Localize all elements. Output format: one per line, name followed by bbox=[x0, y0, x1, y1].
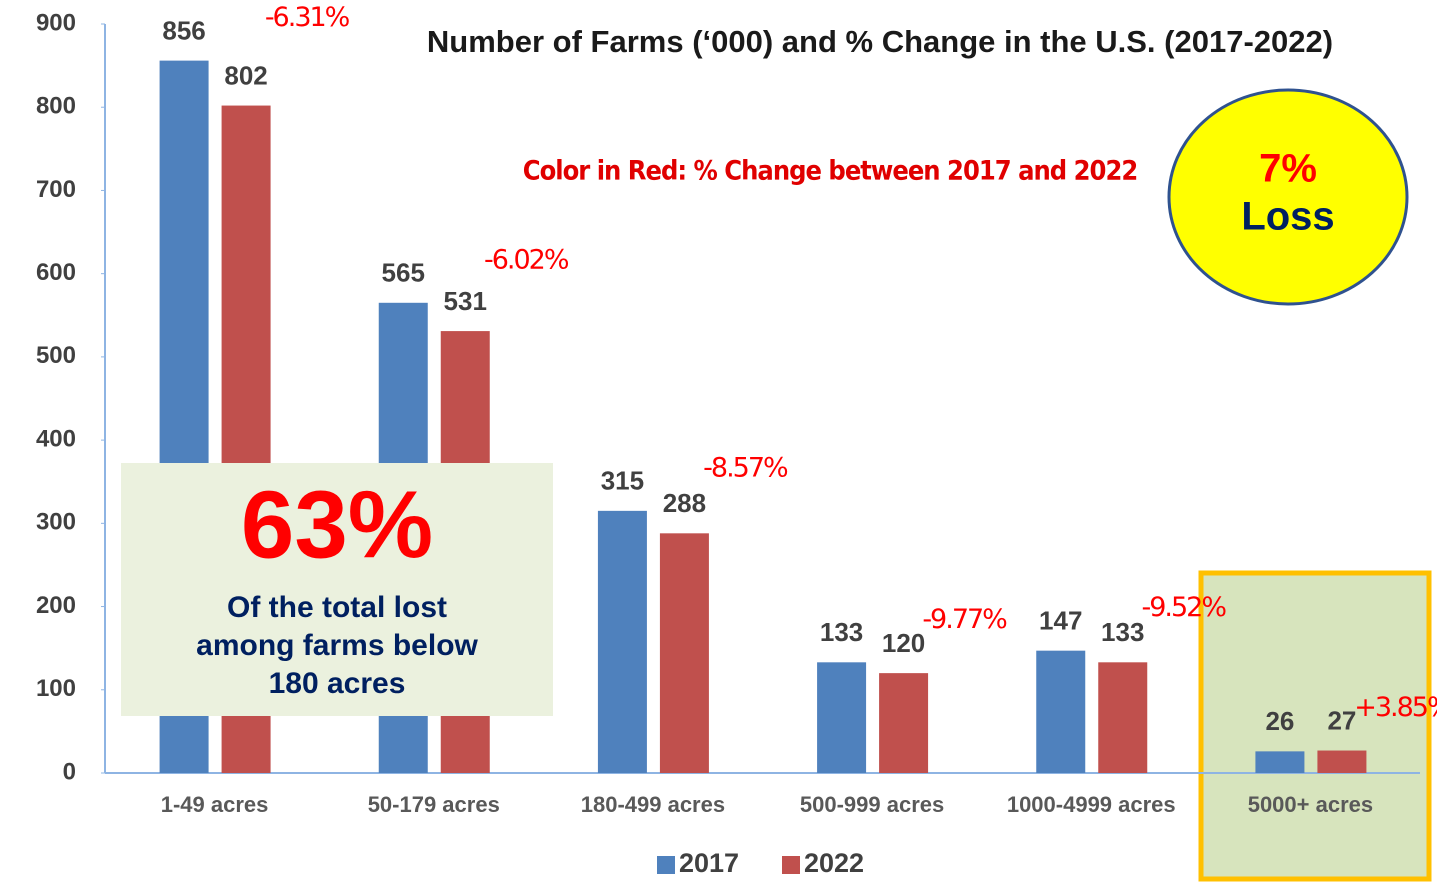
bar bbox=[1098, 662, 1148, 773]
value-label: 531 bbox=[444, 286, 487, 316]
y-tick-label: 0 bbox=[63, 758, 76, 785]
y-tick-label: 100 bbox=[36, 675, 76, 702]
bar bbox=[879, 673, 929, 773]
change-label: -8.57% bbox=[703, 452, 788, 483]
x-tick-label: 500-999 acres bbox=[800, 792, 944, 817]
legend-label: 2017 bbox=[679, 848, 739, 878]
value-label: 856 bbox=[162, 15, 205, 45]
value-label: 133 bbox=[820, 617, 863, 647]
y-tick-label: 700 bbox=[36, 176, 76, 203]
value-label: 565 bbox=[382, 258, 425, 288]
chart-subtitle: Color in Red: % Change between 2017 and … bbox=[523, 156, 1138, 187]
legend-swatch bbox=[657, 856, 675, 874]
x-tick-label: 50-179 acres bbox=[368, 792, 500, 817]
y-tick-label: 900 bbox=[36, 9, 76, 36]
x-tick-label: 5000+ acres bbox=[1248, 792, 1373, 817]
x-tick-label: 1-49 acres bbox=[161, 792, 269, 817]
change-label: -6.31% bbox=[265, 2, 350, 33]
legend-label: 2022 bbox=[804, 848, 864, 878]
value-label: 27 bbox=[1327, 705, 1356, 735]
change-label: -9.77% bbox=[922, 604, 1007, 635]
y-tick-label: 500 bbox=[36, 342, 76, 369]
y-tick-label: 800 bbox=[36, 93, 76, 120]
loss-circle bbox=[1167, 88, 1409, 306]
value-label: 26 bbox=[1265, 706, 1294, 736]
highlight-box bbox=[1198, 570, 1432, 882]
bar bbox=[659, 533, 709, 773]
box-headline: 63% bbox=[241, 471, 433, 578]
y-tick-label: 200 bbox=[36, 592, 76, 619]
value-label: 120 bbox=[882, 628, 925, 658]
circle-text: Loss bbox=[1241, 195, 1334, 239]
x-tick-label: 180-499 acres bbox=[581, 792, 725, 817]
value-label: 802 bbox=[224, 60, 267, 90]
bar bbox=[1036, 650, 1086, 773]
chart-title: Number of Farms (‘000) and % Change in t… bbox=[427, 24, 1333, 59]
change-label: -9.52% bbox=[1141, 592, 1226, 623]
legend-swatch bbox=[782, 856, 800, 874]
annotation-box bbox=[121, 463, 553, 716]
y-tick-label: 300 bbox=[36, 509, 76, 536]
box-text: Of the total lost bbox=[227, 591, 447, 624]
bar bbox=[817, 662, 867, 773]
box-text: among farms below bbox=[196, 629, 478, 662]
value-label: 315 bbox=[601, 466, 644, 496]
y-tick-label: 400 bbox=[36, 425, 76, 452]
value-label: 133 bbox=[1101, 617, 1144, 647]
x-tick-label: 1000-4999 acres bbox=[1007, 792, 1176, 817]
change-label: -6.02% bbox=[484, 244, 569, 275]
value-label: 147 bbox=[1039, 606, 1082, 636]
value-label: 288 bbox=[663, 488, 706, 518]
y-tick-label: 600 bbox=[36, 259, 76, 286]
box-text: 180 acres bbox=[269, 667, 406, 700]
change-label: +3.85% bbox=[1354, 692, 1437, 723]
bar bbox=[1255, 751, 1305, 773]
bar bbox=[1317, 750, 1367, 773]
circle-text: 7% bbox=[1259, 147, 1317, 191]
bar bbox=[597, 510, 647, 773]
